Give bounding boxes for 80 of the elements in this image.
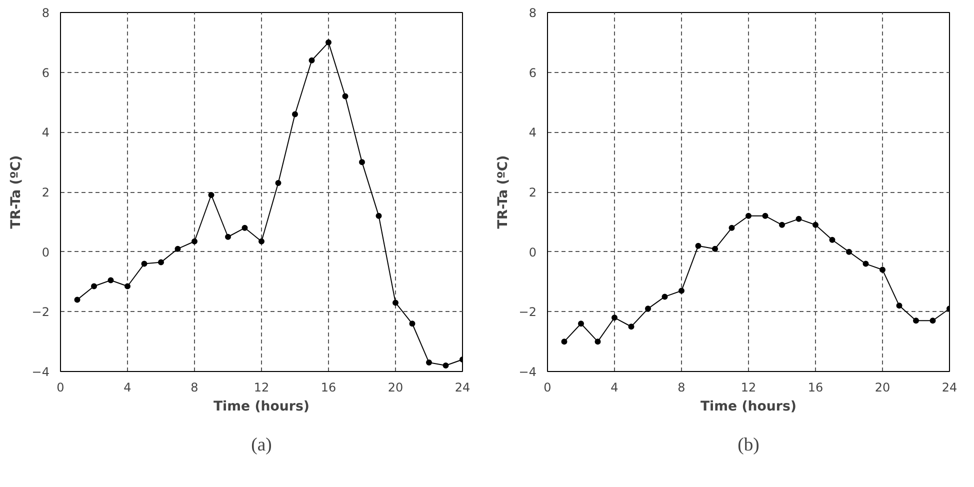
x-tick-label: 0 bbox=[56, 380, 64, 394]
point bbox=[108, 277, 114, 284]
y-tick-label: −2 bbox=[32, 305, 50, 320]
point bbox=[695, 242, 702, 249]
point bbox=[796, 216, 802, 222]
point bbox=[74, 296, 80, 303]
point bbox=[662, 294, 668, 300]
point bbox=[225, 234, 231, 240]
point bbox=[913, 318, 919, 324]
y-tick-label: 6 bbox=[42, 66, 50, 80]
point bbox=[678, 288, 684, 294]
point bbox=[930, 318, 936, 324]
y-tick-label: 4 bbox=[42, 126, 50, 140]
y-tick-label: 2 bbox=[42, 186, 50, 200]
y-tick-label: −2 bbox=[518, 305, 537, 320]
point bbox=[292, 111, 298, 118]
point bbox=[862, 260, 869, 267]
y-tick-label: 2 bbox=[528, 186, 537, 200]
text: (a) bbox=[251, 434, 272, 456]
x-tick-label: 4 bbox=[610, 380, 618, 394]
point bbox=[594, 338, 601, 345]
point bbox=[158, 259, 164, 266]
point bbox=[578, 320, 584, 327]
x-tick-label: 16 bbox=[808, 380, 824, 394]
point bbox=[712, 246, 718, 252]
x-tick-label: 4 bbox=[124, 380, 132, 394]
point bbox=[359, 159, 365, 166]
x-tick-label: 16 bbox=[320, 380, 336, 394]
point bbox=[746, 212, 752, 219]
point bbox=[208, 192, 214, 198]
point bbox=[896, 302, 902, 309]
point bbox=[409, 320, 416, 327]
point bbox=[561, 338, 568, 345]
y-axis-title: TR-Ta (ºC) bbox=[8, 155, 24, 229]
point bbox=[275, 180, 282, 186]
point bbox=[628, 324, 634, 330]
point bbox=[326, 39, 332, 46]
point bbox=[779, 222, 785, 228]
y-tick-label: 0 bbox=[42, 245, 50, 260]
x-tick-label: 8 bbox=[190, 380, 198, 394]
x-tick-label: 24 bbox=[942, 380, 958, 394]
y-tick-label: 8 bbox=[528, 6, 537, 20]
y-tick-label: 6 bbox=[528, 66, 537, 80]
point bbox=[812, 222, 818, 228]
point bbox=[376, 212, 382, 219]
x-tick-label: 0 bbox=[544, 380, 552, 394]
point bbox=[91, 283, 97, 290]
y-tick-label: 8 bbox=[42, 6, 50, 20]
point bbox=[829, 236, 836, 243]
y-tick-label: −4 bbox=[32, 365, 50, 379]
point bbox=[762, 212, 768, 219]
point bbox=[308, 57, 315, 64]
point bbox=[442, 362, 449, 369]
point bbox=[141, 260, 148, 267]
y-tick-label: 0 bbox=[528, 245, 537, 260]
y-tick-label: −4 bbox=[518, 365, 537, 379]
point bbox=[258, 238, 264, 244]
point bbox=[342, 93, 348, 100]
y-tick-label: 4 bbox=[528, 126, 537, 140]
point bbox=[426, 360, 432, 366]
y-axis-title: TR-Ta (ºC) bbox=[496, 155, 511, 229]
point bbox=[728, 224, 735, 231]
point bbox=[124, 283, 130, 290]
point bbox=[392, 300, 398, 306]
point bbox=[880, 266, 886, 273]
point bbox=[174, 246, 181, 252]
x-tick-label: 20 bbox=[388, 380, 404, 394]
point bbox=[242, 224, 248, 231]
text: (b) bbox=[738, 434, 760, 456]
x-tick-label: 20 bbox=[874, 380, 890, 394]
x-axis-title: Time (hours) bbox=[213, 400, 310, 414]
point bbox=[192, 238, 198, 244]
x-axis-title: Time (hours) bbox=[700, 400, 797, 414]
x-tick-label: 12 bbox=[254, 380, 270, 394]
x-tick-label: 24 bbox=[454, 380, 470, 394]
point bbox=[612, 314, 618, 321]
point bbox=[846, 248, 852, 255]
point bbox=[645, 306, 651, 312]
x-tick-label: 8 bbox=[678, 380, 686, 394]
x-tick-label: 12 bbox=[740, 380, 756, 394]
